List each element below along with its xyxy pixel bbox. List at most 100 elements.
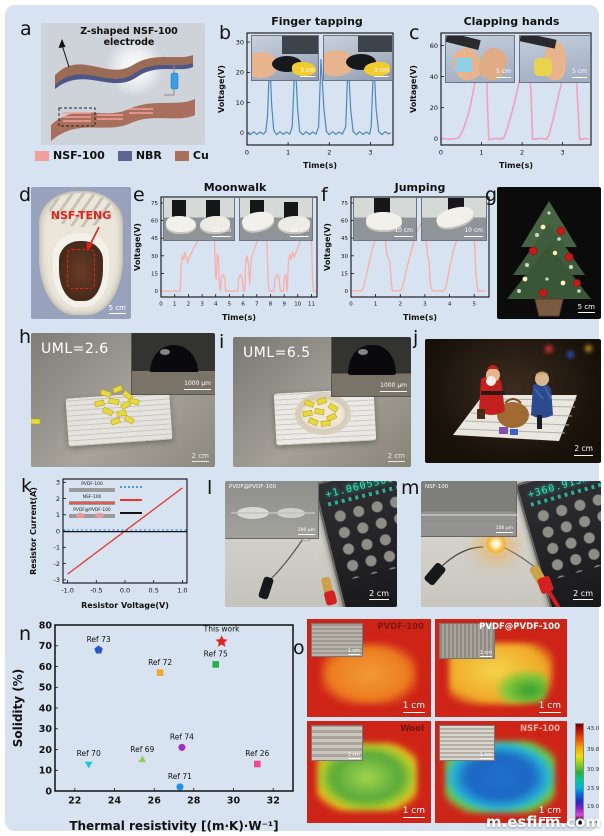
x-tick-label: -0.5 — [90, 587, 103, 595]
panel-l-photo: +1.0605500 PVDF@PVDF-100 200 μm 2 cm — [225, 481, 397, 607]
x-tick-label: 26 — [148, 796, 162, 807]
panel-a-schematic: Z-shaped NSF-100 electrode — [41, 23, 205, 145]
pointer-arrow-head — [58, 39, 66, 48]
clapping-inset-1: 5 cm — [445, 35, 515, 83]
inset-scale-bar: 3 cm — [374, 67, 389, 77]
panel-f-title: Jumping — [394, 181, 446, 194]
thermal-label: PVDF@PVDF-100 — [479, 622, 560, 632]
inset-scale-bar: 3 cm — [300, 67, 315, 77]
black-clip — [258, 576, 274, 600]
y-tick-label: 30 — [236, 38, 244, 46]
point-label: Ref 69 — [130, 745, 154, 754]
y-tick-label: 15 — [341, 272, 348, 278]
y-tick-label: 45 — [151, 236, 158, 242]
yellow-film — [292, 62, 316, 76]
thermal-image-pvdfatpvdf100: 1 cm PVDF@PVDF-100 1 cm — [435, 619, 567, 717]
panel-label-l: l — [207, 477, 213, 499]
blue-patch — [456, 58, 472, 72]
x-tick-label: 1.0 — [177, 587, 187, 595]
y-axis-label: Voltage(V) — [323, 223, 332, 271]
santa-figurine — [477, 365, 505, 419]
child-figurine — [531, 371, 553, 429]
serpentine-electrode — [63, 108, 153, 122]
y-axis-label: Solidity (%) — [11, 669, 25, 748]
sock — [284, 202, 298, 220]
y-tick-label: -1 — [54, 544, 60, 552]
droplet-scale-bar: 1000 μm — [380, 382, 407, 392]
x-axis-label: Time(s) — [303, 161, 337, 170]
annotation-arrow — [86, 226, 100, 251]
shoe-tilted — [240, 208, 276, 234]
x-tick-label: 8 — [269, 302, 273, 308]
droplet-scale-bar: 1000 μm — [184, 380, 211, 390]
y-tick-label: 40 — [430, 73, 438, 81]
legend-item-nsf100: NSF-100 — [35, 149, 105, 162]
x-tick-label: 2 — [187, 302, 191, 308]
tree-lights — [522, 224, 566, 286]
panel-label-j: j — [413, 327, 419, 349]
thermal-image-pvdf100: 1 cm PVDF-100 1 cm — [307, 619, 431, 717]
y-tick-label: 20 — [236, 69, 244, 77]
inset-scale-bar: 10 cm — [290, 227, 309, 237]
x-tick-label: 1 — [286, 149, 290, 157]
inset-scale-bar: 5 cm — [496, 68, 511, 78]
inset-scale-label: 1 cm — [347, 752, 360, 759]
droplet-highlight — [358, 349, 368, 355]
scale-bar: 2 cm — [574, 445, 593, 456]
y-tick-label: 1 — [56, 511, 60, 519]
bokeh-light — [567, 351, 574, 358]
cool-green-patch — [497, 671, 547, 703]
raft-scene — [453, 365, 577, 441]
tree-pot — [534, 298, 564, 317]
marker-square — [212, 661, 219, 668]
point-label: This work — [203, 625, 241, 634]
y-tick-label: 20 — [39, 745, 53, 756]
iv-legend: PVDF-100 NSF-100 PVDF@PVDF-100 — [69, 482, 142, 519]
finger-tapping-inset-2: 3 cm — [323, 35, 393, 81]
scale-bar: 1 cm — [538, 701, 561, 713]
jumping-inset-1: 10 cm — [353, 197, 417, 241]
x-tick-label: 0 — [245, 149, 249, 157]
y-tick-label: 40 — [39, 703, 53, 714]
y-tick-label: 75 — [151, 201, 158, 207]
monitor-base — [358, 36, 392, 52]
nbr-swatch — [117, 150, 132, 161]
x-tick-label: 7 — [255, 302, 259, 308]
panel-label-k: k — [21, 475, 33, 497]
thermal-label: NSF-100 — [519, 724, 560, 734]
x-tick-label: 9 — [282, 302, 286, 308]
bokeh-light — [545, 345, 553, 353]
inset-scale-label: 1 cm — [479, 650, 492, 657]
thermal-colorbar — [575, 723, 584, 825]
y-tick-label: 10 — [39, 766, 53, 777]
x-tick-label: 2 — [327, 149, 331, 157]
x-axis-label: Resistor Voltage(V) — [81, 601, 169, 610]
uml-annotation: UML=2.6 — [41, 341, 109, 357]
legend-label: PVDF@PVDF-100 — [73, 507, 111, 513]
panel-label-f: f — [321, 184, 328, 206]
y-tick-label: 0 — [434, 135, 438, 143]
red-baubles — [528, 226, 581, 298]
figure-background: a Z-shaped NSF-100 electrode NSF-100 NBR — [5, 5, 601, 833]
panel-label-h: h — [19, 326, 32, 348]
panel-m-photo: +360.915mΩ NSF-100 100 μm 2 cm — [421, 481, 601, 607]
christmas-tree-drawing — [507, 201, 591, 317]
y-tick-label: 0 — [240, 129, 244, 137]
y-tick-label: 0 — [155, 289, 159, 295]
panel-label-o: o — [293, 637, 305, 659]
marker-triangle-down — [84, 761, 93, 769]
thermal-label: PVDF-100 — [377, 622, 424, 632]
dashed-zoom-box — [58, 107, 96, 127]
inset-scale-bar: 10 cm — [394, 227, 413, 237]
y-axis-label: Voltage(V) — [133, 223, 142, 271]
scale-bar: 5 cm — [108, 304, 126, 314]
y-tick-label: 45 — [341, 236, 348, 242]
x-tick-label: -1.0 — [61, 587, 74, 595]
x-tick-label: 0 — [439, 149, 443, 157]
marker-square — [156, 669, 164, 676]
y-tick-label: 0 — [56, 527, 60, 535]
water-droplet — [150, 345, 198, 372]
sem-label: PVDF@PVDF-100 — [229, 484, 276, 490]
y-tick-label: 30 — [341, 254, 348, 260]
point-label: Ref 26 — [245, 749, 269, 758]
